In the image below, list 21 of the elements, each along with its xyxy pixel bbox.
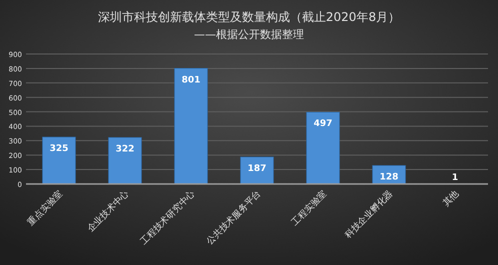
x-tick-label: 重点实验室 [26,188,66,228]
x-tick-label: 工程实验室 [290,188,330,228]
data-label: 187 [248,164,266,174]
x-tick-label: 科技企业孵化器 [342,188,396,241]
data-label: 801 [182,75,200,86]
bar [306,112,340,184]
x-tick-label: 企业技术中心 [85,188,132,234]
bar [174,68,208,184]
x-tick-label: 其他 [440,188,462,209]
bar [240,156,274,184]
x-tick-label: 公共技术服务平台 [204,188,264,248]
bar [108,137,142,184]
chart-title: 深圳市科技创新载体类型及数量构成（截止2020年8月） [98,10,400,24]
bar [42,136,76,184]
data-label: 128 [380,172,398,183]
data-label: 325 [50,144,68,154]
data-label: 1 [452,172,458,183]
chart-subtitle: ——根据公开数据整理 [194,28,304,41]
data-label: 497 [314,119,332,130]
data-label: 322 [116,144,134,154]
x-tick-label: 工程技术研究中心 [138,188,198,248]
